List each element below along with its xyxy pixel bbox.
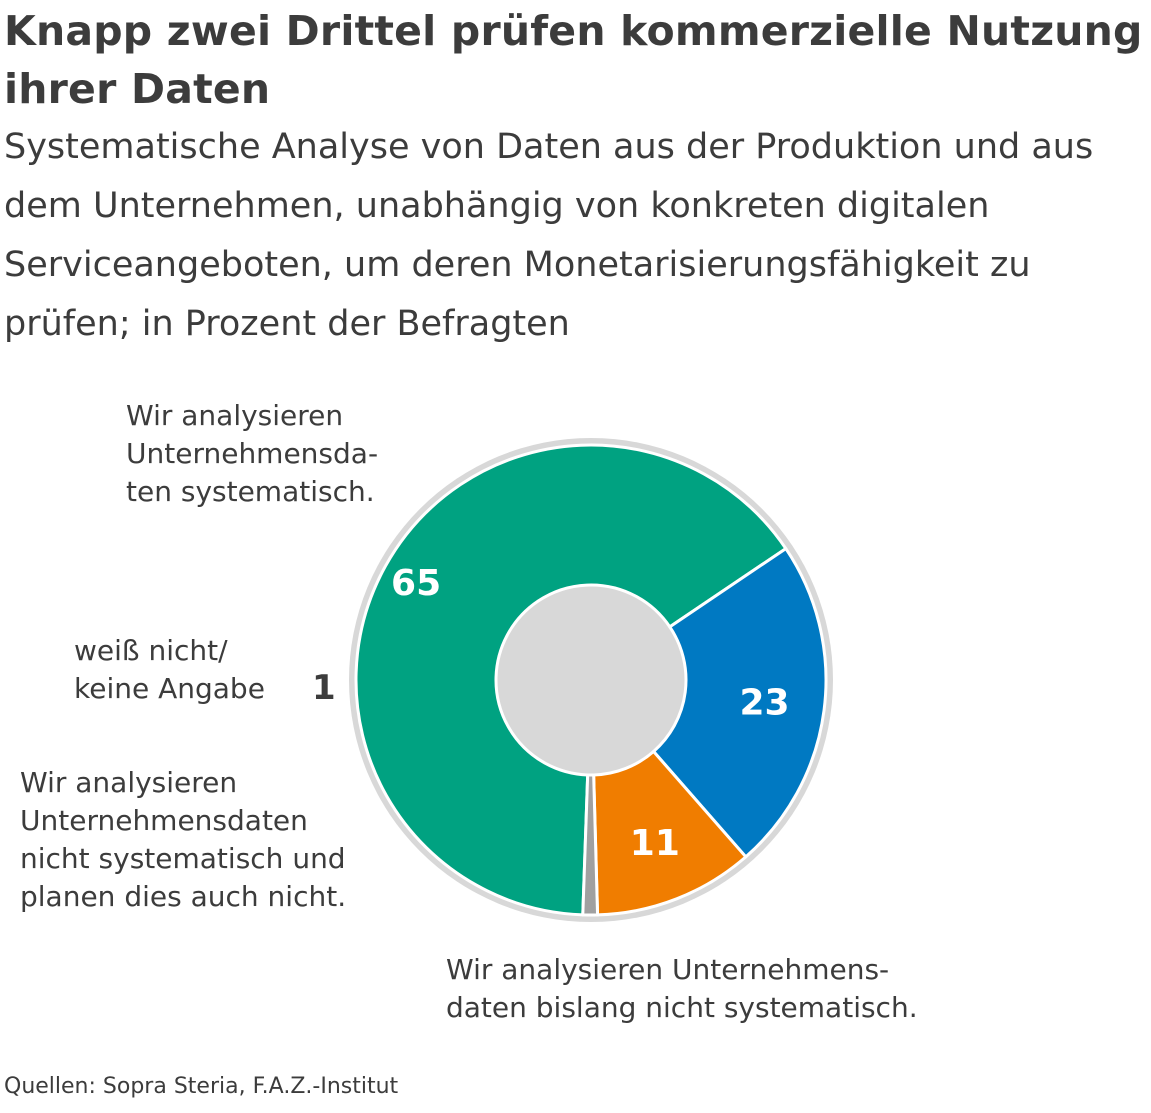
slice-bislang-nicht-value: 23	[739, 683, 789, 724]
slice-systematisch-value: 65	[391, 563, 441, 604]
slice-label-keine-angabe: weiß nicht/ keine Angabe	[74, 634, 265, 705]
donut-slices	[354, 443, 828, 917]
slice-bislang-nicht	[652, 547, 828, 859]
slice-label-systematisch: Wir analysieren Unternehmensda- ten syst…	[126, 399, 379, 508]
source-note: Quellen: Sopra Steria, F.A.Z.-Institut	[4, 1074, 399, 1099]
slice-label-bislang-nicht: Wir analysieren Unternehmens- daten bisl…	[446, 953, 918, 1024]
chart-subtitle: Systematische Analyse von Daten aus der …	[4, 127, 1094, 344]
donut-value-labels: 65 23 11	[391, 563, 790, 864]
slice-value-keine-angabe: 1	[312, 668, 336, 708]
chart-title: Knapp zwei Drittel prüfen kommerzielle N…	[4, 7, 1143, 113]
slice-label-nicht-geplant: Wir analysieren Unternehmensdaten nicht …	[20, 766, 347, 913]
slice-keine-angabe	[581, 773, 600, 917]
slice-systematisch	[354, 443, 788, 917]
slice-nicht-geplant-value: 11	[630, 823, 680, 864]
